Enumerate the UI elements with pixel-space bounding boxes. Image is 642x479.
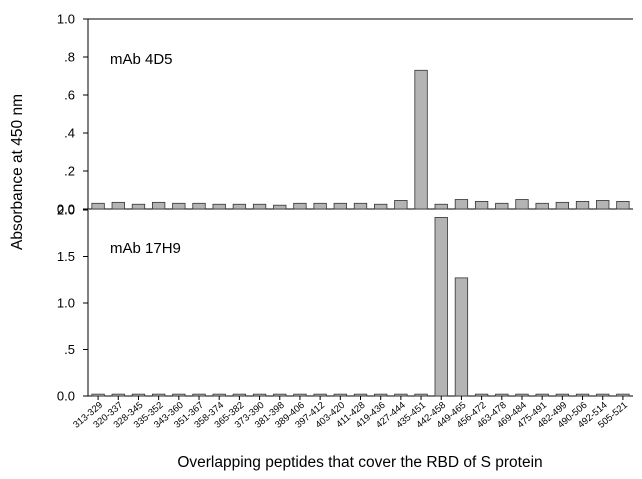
bar: [575, 393, 590, 397]
bar: [353, 202, 368, 210]
bar: [333, 202, 347, 210]
bar: [293, 393, 307, 397]
bar: [151, 393, 166, 397]
bar: [252, 203, 267, 210]
bar: [313, 202, 327, 210]
bar: [353, 393, 368, 397]
bar: [374, 203, 388, 210]
y-tick-label: 0.0: [57, 202, 75, 217]
y-tick-label: 1.0: [57, 12, 75, 27]
bar: [515, 393, 529, 397]
bar: [555, 201, 569, 210]
y-tick-label: 1.5: [57, 249, 75, 264]
y-tick-label: 1.0: [57, 296, 75, 311]
x-axis-title: Overlapping peptides that cover the RBD …: [177, 454, 542, 471]
y-tick-label: .8: [64, 50, 75, 65]
bar: [91, 393, 105, 397]
bar: [212, 203, 226, 210]
panel-label: mAb 17H9: [110, 240, 181, 257]
bar: [596, 393, 610, 397]
bar: [131, 393, 146, 397]
bar: [293, 202, 307, 210]
bar: [414, 69, 428, 210]
bar: [535, 202, 549, 210]
bar: [192, 393, 206, 397]
bar: [151, 201, 166, 210]
bar: [596, 200, 610, 210]
panel-label: mAb 4D5: [110, 51, 173, 68]
bar: [394, 393, 408, 397]
bar: [111, 201, 125, 210]
bar: [172, 393, 186, 397]
bar: [333, 393, 347, 397]
bar: [474, 393, 489, 397]
y-tick-label: .2: [64, 164, 75, 179]
y-axis-title: Absorbance at 450 nm: [9, 94, 26, 250]
bar: [212, 393, 226, 397]
bar: [131, 203, 146, 210]
bar: [555, 393, 569, 397]
bar: [575, 200, 590, 210]
bar: [616, 200, 630, 210]
bar: [495, 202, 509, 210]
bar: [454, 199, 469, 210]
bar: [313, 393, 327, 397]
bar: [111, 393, 125, 397]
bar: [374, 393, 388, 397]
y-tick-label: .4: [64, 126, 75, 141]
bar: [414, 393, 428, 397]
bar: [273, 393, 287, 397]
y-tick-label: .5: [64, 342, 75, 357]
bar: [616, 393, 630, 397]
bar: [232, 203, 247, 210]
bar: [394, 200, 408, 210]
bar: [192, 202, 206, 210]
bar: [273, 204, 287, 210]
bar: [252, 393, 267, 397]
y-tick-label: 2.0: [57, 203, 75, 218]
bar: [474, 200, 489, 210]
bar: [515, 199, 529, 210]
bar: [434, 217, 448, 397]
bar: [91, 202, 105, 210]
y-tick-label: .6: [64, 88, 75, 103]
y-tick-label: 0.0: [57, 389, 75, 404]
bar: [172, 202, 186, 210]
bar: [454, 277, 469, 397]
bar: [535, 393, 549, 397]
bar: [232, 393, 247, 397]
bar: [495, 393, 509, 397]
bar: [434, 203, 448, 210]
